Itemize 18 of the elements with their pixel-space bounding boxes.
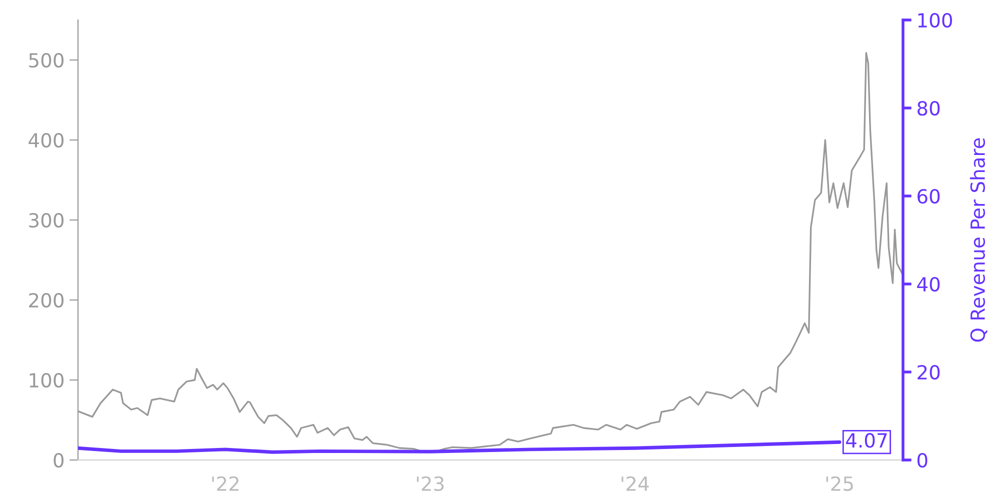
x-tick-label: '24 [622, 476, 649, 491]
y2-tick-label: 60 [918, 188, 940, 204]
y-tick-label: 0 [54, 452, 64, 468]
y-tick-label: 300 [29, 212, 64, 228]
y-tick-label: 400 [28, 132, 64, 148]
y2-tick-label: 80 [918, 100, 940, 116]
y2-tick-label: 20 [918, 364, 940, 380]
y2-tick-label: 40 [917, 276, 940, 292]
x-tick-label: '25 [826, 476, 853, 492]
data-label: 4.07 [846, 433, 887, 448]
y2-axis-title: Q Revenue Per Share [970, 138, 988, 342]
y2-tick-label: 100 [918, 12, 952, 28]
y-tick-label: 200 [29, 292, 64, 308]
x-tick-label: '22 [212, 476, 238, 491]
x-tick-label: '23 [416, 476, 444, 492]
y-tick-label: 500 [29, 52, 64, 68]
y2-tick-label: 0 [917, 452, 928, 468]
y-tick-label: 100 [30, 372, 64, 388]
